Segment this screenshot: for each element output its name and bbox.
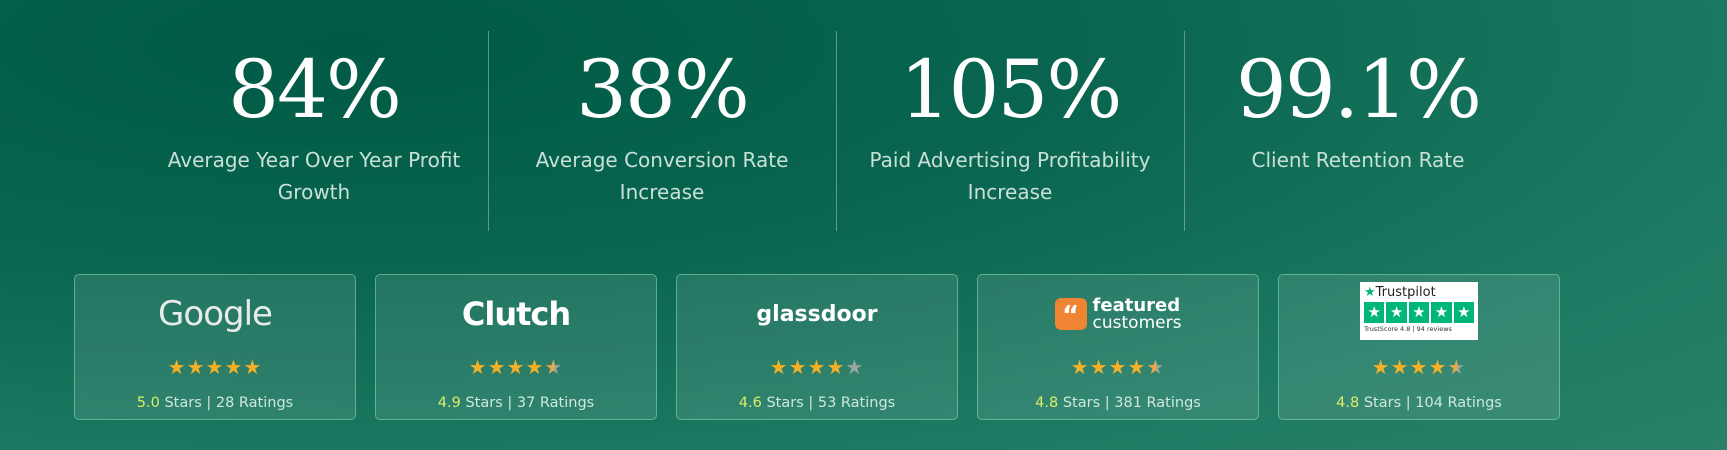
rating-text: 5.0 Stars | 28 Ratings: [136, 395, 294, 411]
review-card-google[interactable]: Google ★★★★★ 5.0 Stars | 28 Ratings: [74, 274, 356, 420]
stat-conversion-rate: 38% Average Conversion Rate Increase: [488, 40, 836, 208]
rating-text: 4.8 Stars | 381 Ratings: [1035, 395, 1201, 411]
star-rating: ★★★★★: [1070, 355, 1166, 379]
stat-label: Average Conversion Rate Increase: [535, 148, 789, 204]
review-card-glassdoor[interactable]: glassdoor ★★★★★ 4.6 Stars | 53 Ratings: [676, 274, 958, 420]
star-rating: ★★★★★: [468, 355, 564, 379]
trustpilot-logo: ★Trustpilot ★ ★ ★ ★ ★ TrustScore 4.8 | 94 re…: [1279, 282, 1559, 343]
clutch-logo: Clutch: [461, 295, 571, 333]
review-card-featured-customers[interactable]: “featured customers ★★★★★ 4.8 Stars | 381…: [977, 274, 1259, 420]
rating-text: 4.8 Stars | 104 Ratings: [1336, 395, 1502, 411]
rating-text: 4.6 Stars | 53 Ratings: [738, 395, 896, 411]
quote-icon: “: [1054, 298, 1087, 331]
stat-ad-profitability: 105% Paid Advertising Profitability Incr…: [836, 40, 1184, 208]
star-rating: ★★★★★: [167, 355, 263, 379]
stat-label: Client Retention Rate: [1251, 148, 1465, 172]
stat-profit-growth: 84% Average Year Over Year Profit Growth: [140, 40, 488, 208]
stat-label: Average Year Over Year Profit Growth: [167, 148, 461, 204]
glassdoor-logo: glassdoor: [756, 301, 878, 327]
divider: [488, 31, 489, 231]
stat-label: Paid Advertising Profitability Increase: [869, 148, 1151, 204]
stat-value: 99.1%: [1235, 43, 1482, 136]
google-logo: Google: [158, 294, 273, 334]
featured-customers-logo: “featured customers: [978, 285, 1258, 343]
divider: [836, 31, 837, 231]
review-card-clutch[interactable]: Clutch ★★★★★ 4.9 Stars | 37 Ratings: [375, 274, 657, 420]
trustpilot-star-icon: ★: [1364, 285, 1376, 300]
rating-text: 4.9 Stars | 37 Ratings: [437, 395, 595, 411]
stat-value: 105%: [899, 43, 1123, 136]
stat-value: 84%: [228, 43, 402, 136]
star-rating: ★★★★★: [769, 355, 865, 379]
stat-retention: 99.1% Client Retention Rate: [1184, 40, 1532, 176]
stat-value: 38%: [576, 43, 750, 136]
trustpilot-stars: ★ ★ ★ ★ ★: [1364, 302, 1475, 323]
divider: [1184, 31, 1185, 231]
star-rating: ★★★★★: [1371, 355, 1467, 379]
review-card-trustpilot[interactable]: ★Trustpilot ★ ★ ★ ★ ★ TrustScore 4.8 | 94 re…: [1278, 274, 1560, 420]
